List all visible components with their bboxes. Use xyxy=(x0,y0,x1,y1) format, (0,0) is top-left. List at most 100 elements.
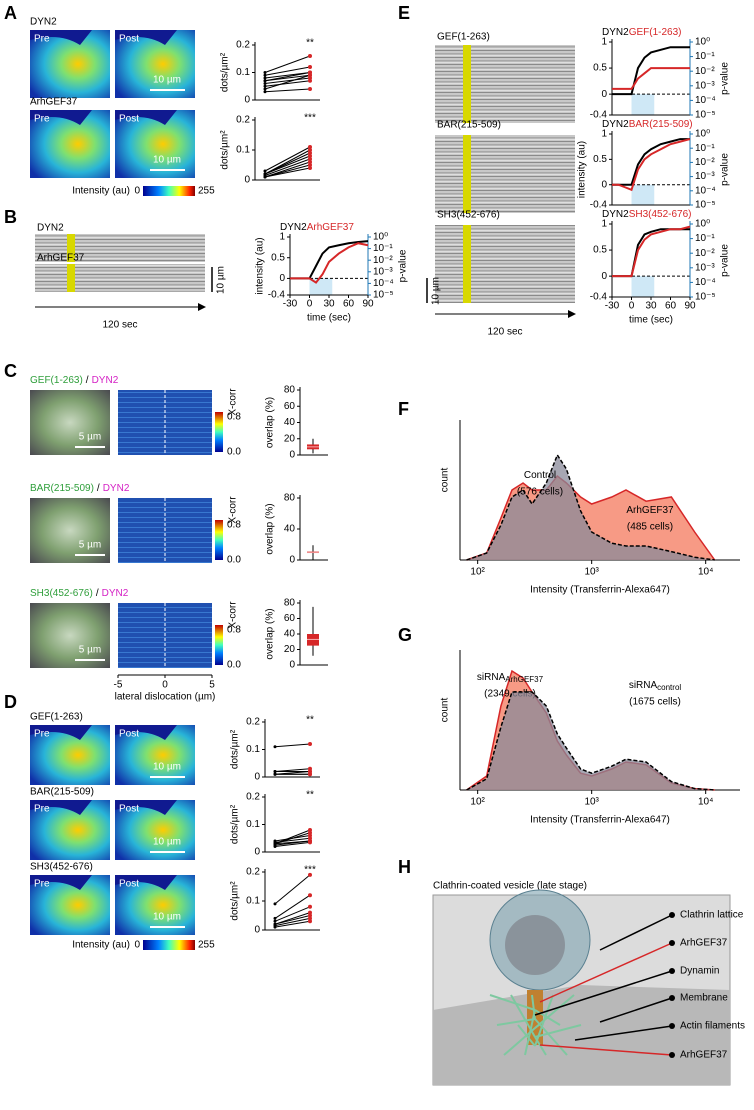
x-tick-label: 30 xyxy=(323,299,335,310)
colorbar xyxy=(143,940,195,950)
post-dot xyxy=(308,163,312,167)
image-label: Pre xyxy=(34,804,50,815)
pre-dot xyxy=(273,845,277,848)
protein-name: GEF(1-263) xyxy=(30,375,83,386)
time-label: 120 sec xyxy=(102,320,137,331)
pointer-dot xyxy=(669,912,675,918)
y2-tick-label: 10⁻² xyxy=(695,66,715,77)
y-tick-label: -0.4 xyxy=(590,200,608,211)
pair-line xyxy=(264,74,311,90)
y-tick-label: 1 xyxy=(601,129,607,140)
cell-shape xyxy=(115,30,195,98)
pointer xyxy=(574,1025,673,1041)
trace-line xyxy=(612,228,690,278)
colorbar-tick: 0.0 xyxy=(227,555,241,566)
x-axis-label: Intensity (Transferrin-Alexa647) xyxy=(530,815,670,826)
post-dot xyxy=(308,833,312,838)
y-tick-label: 0.2 xyxy=(236,40,250,51)
callout-label: ArhGEF37 xyxy=(680,938,728,949)
panel-letter: F xyxy=(398,399,409,419)
y-tick-label: 80 xyxy=(284,598,296,609)
actin xyxy=(534,994,575,1029)
y2-tick-label: 10⁻⁵ xyxy=(695,200,716,211)
y2-tick-label: 10⁻¹ xyxy=(373,243,393,254)
y2-tick-label: 10⁻¹ xyxy=(695,51,715,62)
y2-tick-label: 10⁰ xyxy=(695,37,710,48)
y-tick-label: 0.1 xyxy=(246,896,260,907)
post-dot xyxy=(308,828,312,832)
cell-shape xyxy=(30,110,110,178)
pre-dot xyxy=(273,745,277,749)
partner-name: DYN2 xyxy=(103,483,130,494)
series-name: Control xyxy=(524,470,556,481)
y2-tick-label: 10⁻³ xyxy=(695,80,715,91)
separator: / xyxy=(96,588,99,599)
kymograph xyxy=(435,225,575,303)
post-dot xyxy=(308,910,312,915)
plot-title: DYN2BAR(215-509) xyxy=(602,119,693,130)
actin xyxy=(517,1024,536,1047)
cell-shape xyxy=(30,875,110,935)
y2-tick-label: 10⁰ xyxy=(695,219,710,230)
y2-tick-label: 10⁻⁴ xyxy=(695,95,716,106)
pointer-dot xyxy=(669,1023,675,1029)
significance: *** xyxy=(304,113,316,124)
pair-line xyxy=(264,80,311,87)
scale-label: 10 µm xyxy=(431,277,442,305)
series-name-sub: ArhGEF37 xyxy=(505,675,543,684)
y-axis-label: overlap (%) xyxy=(265,397,276,448)
significance: *** xyxy=(304,865,316,876)
x-tick-label: 10² xyxy=(470,567,485,578)
pair-line xyxy=(264,167,311,178)
y-tick-label: 0 xyxy=(244,95,250,106)
callout-label: Dynamin xyxy=(680,966,719,977)
y2-axis-label: p-value xyxy=(720,244,731,277)
post-dot xyxy=(308,157,312,161)
pair-line xyxy=(274,840,311,846)
x-tick-label: 0 xyxy=(629,301,635,312)
post-dot xyxy=(308,70,312,75)
legend-entry: GEF(1-263) xyxy=(629,27,682,38)
image-label: Post xyxy=(119,34,139,45)
y-tick-label: 20 xyxy=(284,644,296,655)
x-tick-label: 90 xyxy=(362,299,374,310)
legend-entry: DYN2 xyxy=(602,27,629,38)
post-dot xyxy=(308,893,312,898)
panel-letter: C xyxy=(4,361,17,381)
colorbar-tick: 0 xyxy=(134,940,140,951)
panel-letter: G xyxy=(398,625,412,645)
row-label: BAR(215-509) xyxy=(30,787,94,798)
pair-line xyxy=(264,146,311,172)
series-note: (576 cells) xyxy=(517,487,563,498)
pointer xyxy=(539,1044,673,1056)
pair-line xyxy=(274,917,311,927)
colorbar-label: X-corr xyxy=(228,601,239,629)
post-dot xyxy=(308,742,312,746)
x-tick-label: 10⁴ xyxy=(698,567,713,578)
separator: / xyxy=(86,375,89,386)
y-tick-label: 0 xyxy=(289,555,295,566)
y-tick-label: 1 xyxy=(601,37,607,48)
legend-entry: Control xyxy=(524,470,556,481)
row-label: DYN2 xyxy=(30,17,57,28)
kymograph xyxy=(35,264,205,292)
pre-dot xyxy=(263,73,267,77)
legend-entry: ArhGEF37 xyxy=(307,222,355,233)
x-axis-label: lateral dislocation (µm) xyxy=(115,692,216,703)
x-tick-label: 0 xyxy=(162,680,168,691)
post-dot xyxy=(308,919,312,924)
y-axis-label: overlap (%) xyxy=(265,608,276,659)
scale-label: 10 µm xyxy=(153,912,181,923)
pointer-dot xyxy=(669,995,675,1001)
y-tick-label: 0.5 xyxy=(593,154,607,165)
cell-shape xyxy=(115,875,195,935)
kymograph-label: ArhGEF37 xyxy=(37,253,85,264)
x-tick-label: 10³ xyxy=(584,567,599,578)
pair-line xyxy=(274,906,311,922)
pointer xyxy=(539,942,673,1003)
colorbar xyxy=(215,520,223,560)
post-dot xyxy=(308,65,312,69)
post-dot xyxy=(308,166,312,170)
y-tick-label: 0.1 xyxy=(236,67,250,78)
series-name: ArhGEF37 xyxy=(626,505,674,516)
